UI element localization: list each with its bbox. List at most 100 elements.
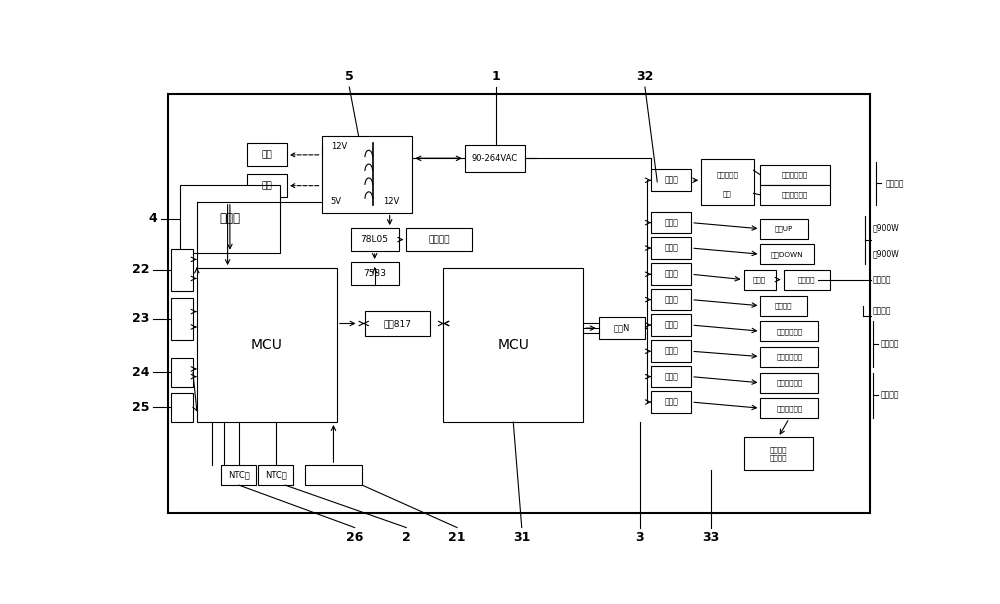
Text: NTC下: NTC下 [228,471,250,480]
Text: 光耦817: 光耦817 [383,319,411,328]
Text: 25: 25 [132,401,149,414]
Text: 驱动N: 驱动N [614,324,630,333]
Text: 粉盘电机: 粉盘电机 [775,303,792,309]
FancyBboxPatch shape [760,373,818,393]
Text: 32: 32 [636,70,654,83]
FancyBboxPatch shape [760,165,830,185]
Text: 22: 22 [132,263,149,276]
Text: 21: 21 [448,532,466,544]
FancyBboxPatch shape [322,136,412,213]
Text: 同步电机: 同步电机 [881,339,899,348]
Text: 3: 3 [635,532,644,544]
Text: 直流电机: 直流电机 [873,275,891,284]
Text: 5: 5 [345,70,354,83]
Text: 风扇: 风扇 [261,150,272,159]
Text: 搜拌电机: 搜拌电机 [798,276,815,283]
Text: 90-264VAC: 90-264VAC [472,154,518,163]
Text: 78L05: 78L05 [361,235,389,244]
FancyBboxPatch shape [744,269,776,290]
Text: 24: 24 [132,365,149,379]
Text: 可控硫: 可控硫 [664,321,678,330]
Text: 可控硫: 可控硫 [664,176,678,185]
FancyBboxPatch shape [651,170,691,191]
Text: 12V: 12V [383,198,399,207]
FancyBboxPatch shape [171,298,193,341]
Text: 可控硫: 可控硫 [664,270,678,278]
FancyBboxPatch shape [760,321,818,341]
Text: 可控硫: 可控硫 [664,295,678,304]
FancyBboxPatch shape [168,94,870,513]
FancyBboxPatch shape [701,159,754,205]
FancyBboxPatch shape [351,228,399,251]
Text: 12V: 12V [331,142,347,151]
Text: 4: 4 [148,212,157,225]
FancyBboxPatch shape [784,269,830,290]
Text: 可控硫: 可控硫 [664,218,678,227]
FancyBboxPatch shape [651,314,691,336]
FancyBboxPatch shape [171,358,193,387]
Text: 可控硫: 可控硫 [664,372,678,381]
FancyBboxPatch shape [599,317,645,339]
FancyBboxPatch shape [760,185,830,205]
Text: 上电检测: 上电检测 [428,235,450,244]
FancyBboxPatch shape [221,465,256,485]
Text: 压饼电机正转: 压饼电机正转 [782,172,808,178]
FancyBboxPatch shape [406,228,472,251]
FancyBboxPatch shape [760,347,818,367]
Text: 同步电机: 同步电机 [873,307,891,316]
Text: 1: 1 [491,70,500,83]
FancyBboxPatch shape [258,465,293,485]
Text: 23: 23 [132,312,149,326]
Text: 显控板: 显控板 [219,212,240,225]
Text: 电器: 电器 [723,190,732,197]
Text: 交流电机: 交流电机 [885,179,904,188]
FancyBboxPatch shape [247,143,287,167]
FancyBboxPatch shape [180,185,280,252]
FancyBboxPatch shape [651,391,691,413]
FancyBboxPatch shape [651,366,691,387]
Text: 抓盘电机正转: 抓盘电机正转 [776,328,802,335]
Text: MCU: MCU [251,338,283,352]
Text: 可控硫: 可控硫 [664,243,678,252]
FancyBboxPatch shape [760,219,808,239]
Text: 下900W: 下900W [873,249,900,259]
Text: MCU: MCU [497,338,529,352]
FancyBboxPatch shape [247,174,287,198]
FancyBboxPatch shape [651,263,691,285]
FancyBboxPatch shape [197,268,337,422]
Text: 同步电机: 同步电机 [881,391,899,400]
Text: 抓盘电机反转: 抓盘电机反转 [776,353,802,360]
Text: 26: 26 [346,532,363,544]
Text: 双刀双掴继: 双刀双掴继 [716,172,738,178]
FancyBboxPatch shape [171,393,193,422]
FancyBboxPatch shape [651,212,691,233]
FancyBboxPatch shape [651,289,691,310]
FancyBboxPatch shape [365,311,430,336]
Text: 上900W: 上900W [873,223,900,233]
FancyBboxPatch shape [443,268,583,422]
FancyBboxPatch shape [760,244,814,264]
Text: 可控硫: 可控硫 [664,397,678,406]
Text: 推饼电机反转: 推饼电机反转 [776,405,802,411]
FancyBboxPatch shape [760,296,807,316]
Text: NTC上: NTC上 [265,471,287,480]
FancyBboxPatch shape [744,437,813,470]
Text: 2: 2 [402,532,411,544]
FancyBboxPatch shape [171,249,193,291]
Text: 加热UP: 加热UP [775,225,793,232]
Text: 整流桥: 整流桥 [753,276,766,283]
FancyBboxPatch shape [760,398,818,418]
Text: 31: 31 [513,532,530,544]
Text: 滩饼电机
堵转保护: 滩饼电机 堵转保护 [769,446,787,461]
Text: 33: 33 [703,532,720,544]
Text: 加热DOWN: 加热DOWN [771,251,804,257]
Text: 5V: 5V [331,198,342,207]
FancyBboxPatch shape [651,237,691,259]
FancyBboxPatch shape [465,145,525,172]
FancyBboxPatch shape [651,341,691,362]
Text: 压饼电机反转: 压饼电机反转 [782,191,808,198]
Text: 推饼电机正转: 推饼电机正转 [776,379,802,386]
Text: 风扇: 风扇 [261,181,272,190]
Text: 可控硫: 可控硫 [664,347,678,356]
FancyBboxPatch shape [351,262,399,285]
